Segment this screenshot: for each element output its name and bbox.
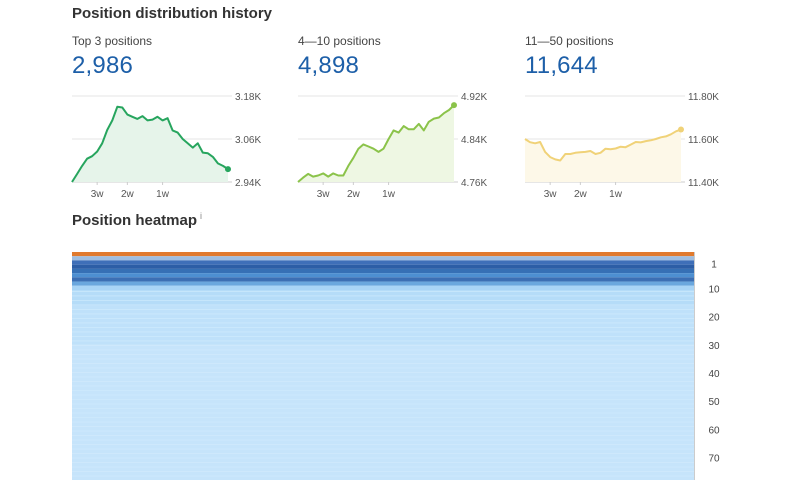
heatmap-band [72, 344, 694, 480]
sparkline-4-10[interactable]: 4.92K 4.84K 4.76K 3w 2w 1w [297, 86, 498, 206]
stat-label: 11—50 positions [525, 34, 614, 48]
y-tick-label: 4.84K [461, 135, 487, 146]
info-icon[interactable]: i [200, 211, 203, 221]
stat-label: Top 3 positions [72, 34, 153, 48]
y-tick-label: 4.76K [461, 178, 487, 189]
last-point [225, 166, 231, 173]
series-line [297, 104, 455, 183]
x-tick-label: 3w [91, 189, 105, 200]
heatmap-y-label: 50 [708, 397, 720, 408]
stat-value: 2,986 [72, 52, 134, 79]
last-point [678, 126, 684, 133]
sparkline-11-50[interactable]: 11.80K 11.60K 11.40K 3w 2w 1w [524, 86, 725, 206]
y-tick-label: 3.06K [235, 135, 261, 146]
x-tick-label: 2w [347, 189, 361, 200]
distribution-title: Position distribution history [72, 5, 272, 22]
heatmap-band [72, 264, 694, 269]
y-tick-label: 4.92K [461, 92, 487, 103]
heatmap-band [72, 256, 694, 261]
heatmap-band [72, 305, 694, 345]
stat-value: 4,898 [298, 52, 360, 79]
sparkline-top3[interactable]: 3.18K 3.06K 2.94K 3w 2w 1w [71, 86, 272, 206]
series-area [298, 105, 454, 182]
heatmap-band [72, 281, 694, 286]
position-heatmap[interactable]: 1 10 20 30 40 50 60 70 [72, 252, 722, 480]
x-tick-label: 1w [609, 189, 623, 200]
series-area [72, 106, 228, 182]
heatmap-y-label: 60 [708, 425, 720, 436]
heatmap-band [72, 273, 694, 278]
stat-top3: Top 3 positions 2,986 [72, 34, 152, 80]
heatmap-band [72, 268, 694, 274]
heatmap-y-label: 20 [708, 313, 720, 324]
heatmap-y-label: 1 [711, 259, 717, 270]
series-line [524, 128, 682, 162]
y-tick-label: 11.60K [688, 135, 719, 146]
heatmap-band [72, 260, 694, 265]
x-tick-label: 3w [544, 189, 558, 200]
stat-value: 11,644 [525, 52, 598, 79]
heatmap-band [72, 285, 694, 290]
heatmap-y-label: 40 [708, 369, 720, 380]
x-tick-label: 1w [156, 189, 170, 200]
y-tick-label: 3.18K [235, 92, 261, 103]
heatmap-y-label: 30 [708, 341, 720, 352]
heatmap-y-label: 70 [708, 453, 720, 464]
y-tick-label: 11.40K [688, 178, 719, 189]
series-line [71, 105, 229, 183]
x-tick-label: 2w [121, 189, 135, 200]
x-tick-label: 3w [317, 189, 331, 200]
heatmap-y-label: 10 [708, 285, 720, 296]
x-tick-label: 2w [574, 189, 588, 200]
y-tick-label: 2.94K [235, 178, 261, 189]
stat-11-50: 11—50 positions 11,644 [525, 34, 614, 80]
x-tick-label: 1w [382, 189, 396, 200]
heatmap-band [72, 252, 694, 257]
heatmap-title-text: Position heatmap [72, 212, 198, 229]
y-tick-label: 11.80K [688, 92, 719, 103]
stat-label: 4—10 positions [298, 34, 381, 48]
heatmap-title: Position heatmap i [72, 211, 202, 229]
heatmap-band [72, 290, 694, 306]
last-point [451, 102, 457, 109]
stat-4-10: 4—10 positions 4,898 [298, 34, 381, 80]
heatmap-band [72, 277, 694, 282]
